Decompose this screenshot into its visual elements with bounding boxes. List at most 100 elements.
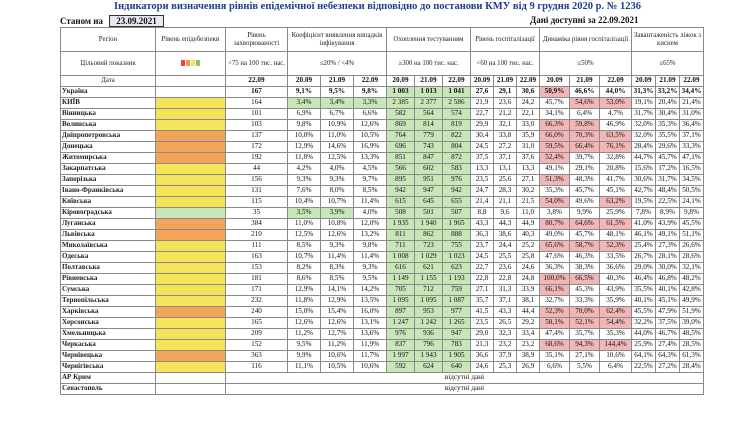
oxy-cell: 47,1%: [679, 152, 704, 164]
oxy-cell: 32,1%: [679, 262, 704, 274]
date-cell: 22.09: [516, 75, 540, 87]
table-row: Одеська 163 10,7% 11,4% 11,4% 1 008 1 029 1 023…: [60, 251, 704, 263]
dyn-cell: 29,1%: [569, 163, 600, 175]
coef-cell: 13,1%: [353, 317, 387, 329]
date-cell: 21.09: [655, 75, 680, 87]
testing-cell: 976: [442, 174, 471, 186]
hosp-cell: 8,8: [470, 207, 494, 219]
hosp-cell: 31,0: [516, 141, 540, 153]
region-name: Львівська: [60, 229, 156, 241]
dyn-cell: 58,1%: [539, 317, 570, 329]
testing-cell: 574: [442, 108, 471, 120]
hosp-cell: 30,6: [516, 86, 540, 98]
hosp-cell: 27,1: [516, 174, 540, 186]
testing-cell: 1 029: [414, 251, 443, 263]
dyn-cell: 35,1%: [539, 350, 570, 362]
testing-cell: 623: [442, 262, 471, 274]
date-cell: 20.09: [631, 75, 656, 87]
dyn-cell: 70,3%: [569, 130, 600, 142]
dyn-cell: 48,1%: [599, 229, 632, 241]
dyn-cell: 36,6%: [599, 262, 632, 274]
dyn-cell: 52,4%: [539, 152, 570, 164]
testing-cell: 616: [386, 262, 415, 274]
morbidity-cell: 44: [225, 163, 288, 175]
hosp-cell: 25,5: [493, 251, 517, 263]
oxy-cell: 9,8%: [679, 207, 704, 219]
coef-cell: 9,9%: [287, 350, 321, 362]
coef-cell: 11,4%: [353, 196, 387, 208]
hosp-cell: 22,1: [516, 108, 540, 120]
morbidity-cell: 165: [225, 317, 288, 329]
oxy-cell: 30,6%: [631, 174, 656, 186]
testing-cell: 1 935: [386, 218, 415, 230]
coef-cell: 9,3%: [320, 240, 354, 252]
testing-cell: 947: [442, 328, 471, 340]
oxy-cell: 64,1%: [631, 350, 656, 362]
coef-cell: 16,0%: [353, 306, 387, 318]
indicator-green: [196, 60, 200, 67]
target-hosp: <60 на 100 тис. нас.: [470, 51, 540, 76]
oxy-cell: 34,4%: [679, 86, 704, 98]
hosp-cell: 44,4: [516, 306, 540, 318]
oxy-cell: 51,9%: [679, 306, 704, 318]
testing-cell: 1 193: [442, 273, 471, 285]
testing-cell: 624: [414, 361, 443, 373]
testing-cell: 1 155: [414, 273, 443, 285]
dyn-cell: 40,3%: [599, 273, 632, 285]
coef-cell: 10,7%: [287, 251, 321, 263]
testing-cell: 872: [442, 152, 471, 164]
dyn-cell: 66,1%: [539, 284, 570, 296]
level-cell: [155, 229, 226, 241]
table-row: АР Крим відсутні дані: [60, 372, 704, 384]
oxy-cell: 35,5%: [631, 284, 656, 296]
oxy-cell: 43,9%: [655, 218, 680, 230]
header-coef: Коефіцієнт виявлення випадків інфікуванн…: [287, 27, 387, 52]
dyn-cell: 80,7%: [539, 218, 570, 230]
coef-cell: 11,4%: [320, 251, 354, 263]
morbidity-cell: 115: [225, 196, 288, 208]
hosp-cell: 24,6: [516, 262, 540, 274]
coef-cell: 11,4%: [353, 251, 387, 263]
level-cell: [155, 284, 226, 296]
level-cell: [155, 119, 226, 131]
testing-cell: 1 008: [386, 251, 415, 263]
coef-cell: 11,0%: [320, 130, 354, 142]
dyn-cell: 43,9%: [599, 284, 632, 296]
testing-cell: 942: [386, 185, 415, 197]
hosp-cell: 13,3: [516, 163, 540, 175]
hosp-cell: 25,3: [493, 361, 517, 373]
morbidity-cell: 156: [225, 174, 288, 186]
oxy-cell: 28,4%: [631, 141, 656, 153]
coef-cell: 12,6%: [353, 119, 387, 131]
coef-cell: 10,8%: [320, 218, 354, 230]
dyn-cell: 6,4%: [599, 361, 632, 373]
coef-cell: 8,3%: [320, 262, 354, 274]
coef-cell: 4,5%: [353, 163, 387, 175]
coef-cell: 11,7%: [353, 350, 387, 362]
morbidity-cell: 153: [225, 262, 288, 274]
region-name: Дніпропетровська: [60, 130, 156, 142]
oxy-cell: 48,4%: [655, 185, 680, 197]
morbidity-cell: 192: [225, 152, 288, 164]
dyn-cell: 45,7%: [539, 97, 570, 109]
dyn-cell: 66,4%: [569, 141, 600, 153]
region-name: Тернопільська: [60, 295, 156, 307]
region-name: Сумська: [60, 284, 156, 296]
region-name: Кіровоградська: [60, 207, 156, 219]
level-cell: [155, 328, 226, 340]
region-name: АР Крим: [60, 372, 156, 384]
oxy-cell: 50,5%: [679, 185, 704, 197]
coef-cell: 10,9%: [320, 119, 354, 131]
dyn-cell: 54,6%: [569, 97, 600, 109]
oxy-cell: 45,7%: [655, 152, 680, 164]
level-cell: [155, 163, 226, 175]
oxy-cell: 40,1%: [655, 284, 680, 296]
morbidity-cell: 232: [225, 295, 288, 307]
target-dyn: ≤50%: [539, 51, 632, 76]
coef-cell: 9,5%: [287, 339, 321, 351]
hosp-cell: 32,1: [493, 119, 517, 131]
oxy-cell: 25,4%: [631, 240, 656, 252]
region-name: КИЇВ: [60, 97, 156, 109]
date-cell: 20.09: [470, 75, 494, 87]
header-morbidity: Рівень захворюваності: [225, 27, 288, 52]
